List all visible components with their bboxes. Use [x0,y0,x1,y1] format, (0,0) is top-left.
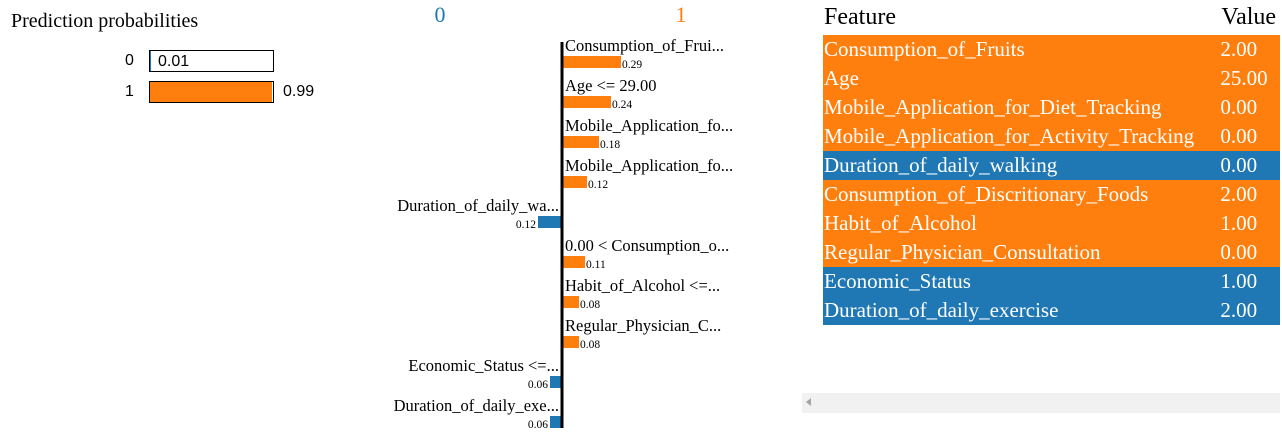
feature-label: Consumption_of_Frui... [565,36,724,55]
explanation-bar [563,136,599,148]
feature-name-cell: Duration_of_daily_walking [824,153,1058,177]
proba-row-0: 0 0.01 [0,50,340,74]
explanation-bar [538,216,562,228]
explanation-bar [563,256,585,268]
table-row: Duration_of_daily_exercise 2.00 [823,296,1280,325]
proba-row-1: 1 0.99 [0,81,340,105]
header-value: Value [1221,4,1277,30]
prediction-probabilities-panel: Prediction probabilities 0 0.01 1 0.99 [0,0,340,130]
feature-label: Duration_of_daily_exe... [394,396,559,415]
feature-label: Duration_of_daily_wa... [397,196,559,215]
feature-label: Mobile_Application_fo... [565,116,733,135]
feature-name-cell: Mobile_Application_for_Diet_Tracking [824,95,1162,119]
proba-class-label: 0 [125,52,134,69]
feature-name-cell: Consumption_of_Fruits [824,37,1025,61]
feature-name-cell: Consumption_of_Discritionary_Foods [824,182,1149,206]
proba-value: 0.01 [158,53,190,70]
explanation-bar [550,416,562,428]
value-label: 0.08 [580,339,600,351]
value-label: 0.29 [622,59,642,71]
feature-label: Economic_Status <=... [408,356,559,375]
value-label: 0.12 [516,219,536,231]
feature-value-cell: 0.00 [1220,240,1258,264]
proba-bar [150,51,152,71]
feature-value-cell: 0.00 [1220,124,1258,148]
feature-value-cell: 2.00 [1220,182,1258,206]
feature-value-cell: 0.00 [1220,153,1258,177]
explanation-bar [563,96,611,108]
value-label: 0.08 [580,299,600,311]
feature-name-cell: Age [824,66,859,90]
value-label: 0.06 [528,379,548,391]
horizontal-scrollbar[interactable] [802,393,1280,413]
feature-label: Regular_Physician_C... [565,316,721,335]
feature-label: Mobile_Application_fo... [565,156,733,175]
feature-name-cell: Habit_of_Alcohol [824,211,977,235]
explanation-bar [563,296,579,308]
class-0-header: 0 [435,2,446,27]
value-label: 0.06 [528,419,548,431]
scroll-left-arrow-icon[interactable] [806,398,811,406]
feature-label: Habit_of_Alcohol <=... [565,276,720,295]
value-label: 0.12 [588,179,608,191]
feature-name-cell: Mobile_Application_for_Activity_Tracking [824,124,1195,148]
table-row: Economic_Status 1.00 [823,267,1280,296]
explanation-bar [563,336,579,348]
feature-name-cell: Economic_Status [824,269,971,293]
table-row: Mobile_Application_for_Diet_Tracking 0.00 [823,93,1280,122]
feature-value-cell: 1.00 [1220,211,1258,235]
proba-bar-frame [149,81,274,103]
table-row: Consumption_of_Fruits 2.00 [823,35,1280,64]
value-label: 0.18 [600,139,620,151]
header-feature: Feature [824,4,896,30]
feature-value-cell: 0.00 [1220,95,1258,119]
class-1-header: 1 [676,2,687,27]
proba-class-label: 1 [125,83,134,100]
feature-value-cell: 2.00 [1220,37,1258,61]
explanation-bar-chart: 0 1 Consumption_of_Frui... 0.29 Age <= 29.00… [394,2,734,431]
table-row: Regular_Physician_Consultation 0.00 [823,238,1280,267]
value-label: 0.24 [612,99,632,111]
proba-bar-frame: 0.01 [149,50,274,72]
explanation-bar [563,176,587,188]
feature-value-table: Feature Value Consumption_of_Fruits 2.00 A… [823,0,1280,325]
feature-label: Age <= 29.00 [565,76,656,95]
proba-bar [150,82,272,102]
feature-value-cell: 1.00 [1220,269,1258,293]
table-row: Age 25.00 [823,64,1280,93]
feature-value-cell: 2.00 [1220,298,1258,322]
table-header-row: Feature Value [823,0,1280,35]
feature-value-table-panel: Feature Value Consumption_of_Fruits 2.00 A… [823,0,1282,325]
explanation-bar [563,56,621,68]
explanation-bar [550,376,562,388]
table-row: Habit_of_Alcohol 1.00 [823,209,1280,238]
feature-name-cell: Regular_Physician_Consultation [824,240,1101,264]
table-row: Duration_of_daily_walking 0.00 [823,151,1280,180]
proba-value: 0.99 [283,83,315,100]
value-label: 0.11 [586,259,606,271]
feature-name-cell: Duration_of_daily_exercise [824,298,1059,322]
feature-label: 0.00 < Consumption_o... [565,236,729,255]
table-row: Mobile_Application_for_Activity_Tracking… [823,122,1280,151]
table-row: Consumption_of_Discritionary_Foods 2.00 [823,180,1280,209]
prediction-probabilities-title: Prediction probabilities [11,10,199,32]
feature-value-cell: 25.00 [1220,66,1268,90]
